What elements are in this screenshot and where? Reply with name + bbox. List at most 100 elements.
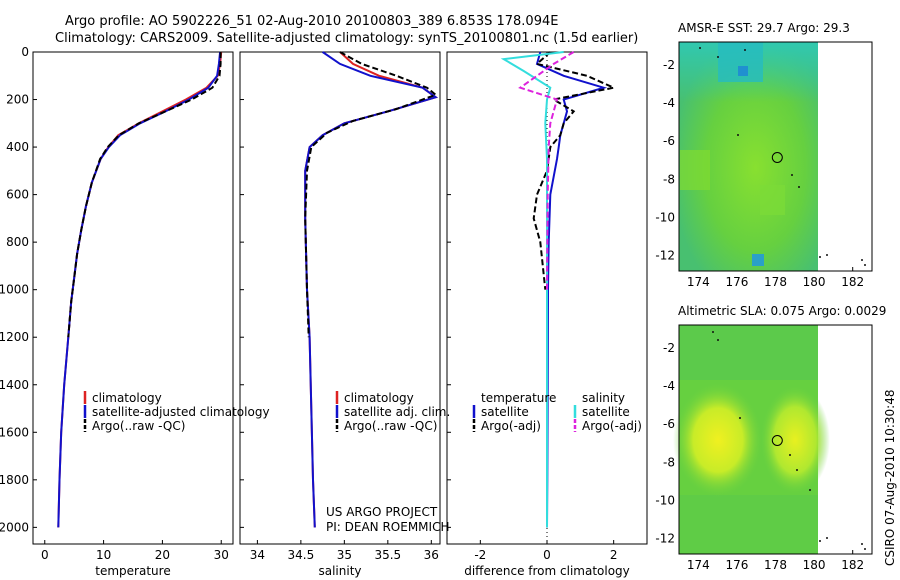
coast-dot <box>699 47 701 49</box>
sst-map <box>678 41 873 272</box>
altimetric-sla-map-ytick-label: -4 <box>663 379 675 393</box>
altimetric-sla-map-ytick-label: -8 <box>663 455 675 469</box>
altimetric-sla-map-ytick-label: -12 <box>655 532 675 546</box>
coast-dot <box>717 339 719 341</box>
sla-low-band <box>679 325 818 380</box>
coast-dot <box>798 186 800 188</box>
altimetric-sla-map-ytick-label: -2 <box>663 341 675 355</box>
figure-title-line1: Argo profile: AO 5902226_51 02-Aug-2010 … <box>65 14 558 29</box>
salinity-profile-xtick-label: 36 <box>424 548 439 562</box>
sst-cold-pixel <box>738 66 748 76</box>
salinity-profile-xtick-label: 35 <box>337 548 352 562</box>
temperature-profile-ytick-label: 1600 <box>0 425 29 439</box>
temperature-profile-xlabel: temperature <box>95 564 170 578</box>
altimetric-sla-map-xtick-label: 182 <box>841 558 864 572</box>
legend-label-diff-sal-satellite: satellite <box>582 405 630 419</box>
legend-label-diff-temp-satellite: satellite <box>481 405 529 419</box>
coast-dot <box>864 264 866 266</box>
sst-map-title: AMSR-E SST: 29.7 Argo: 29.3 <box>678 21 850 35</box>
altimetric-sla-map-ytick-label: -6 <box>663 417 675 431</box>
sst-warm-patch-east <box>760 185 785 215</box>
sla-argo-marker <box>771 435 783 446</box>
temperature-profile-ytick-label: 1400 <box>0 378 29 392</box>
salinity-legend: climatology satellite adj. clim. Argo(..… <box>335 391 450 433</box>
legend-label-sal-argo: Argo(..raw -QC) <box>344 419 437 433</box>
sst-map-frame <box>678 41 873 272</box>
amsr-e-sst-map-ytick-label: -12 <box>655 249 675 263</box>
sst-argo-marker <box>771 152 783 163</box>
temperature-legend: climatology satellite-adjusted climatolo… <box>83 391 270 433</box>
coast-dot <box>819 256 821 258</box>
altimetric-sla-map-xtick-label: 178 <box>764 558 787 572</box>
salinity-profile-xtick-label: 34.5 <box>288 548 315 562</box>
temperature-profile-xtick-label: 30 <box>214 548 229 562</box>
coast-dot <box>739 417 741 419</box>
temperature-profile-ytick-label: 200 <box>6 93 29 107</box>
sla-map-frame <box>678 324 873 555</box>
difference-profile-xlabel: difference from climatology <box>464 564 630 578</box>
amsr-e-sst-map-ytick-label: -8 <box>663 172 675 186</box>
temperature-profile-ytick-label: 1800 <box>0 473 29 487</box>
amsr-e-sst-map-xtick-label: 182 <box>841 275 864 289</box>
amsr-e-sst-map-ytick-label: -6 <box>663 134 675 148</box>
temperature-profile-xtick-label: 20 <box>155 548 170 562</box>
difference-profile-series-salinity-argo-adj- <box>518 51 575 290</box>
project-pi: PI: DEAN ROEMMICH <box>326 520 449 534</box>
sst-coastline-dots <box>699 47 866 266</box>
altimetric-sla-map-xtick-label: 174 <box>687 558 710 572</box>
legend-label-diff-temp-argo: Argo(-adj) <box>481 419 541 433</box>
amsr-e-sst-map-ytick-label: -10 <box>655 211 675 225</box>
coast-dot <box>737 134 739 136</box>
difference-profile-series-temperature-argo-adj- <box>532 51 617 290</box>
coast-dot <box>861 259 863 261</box>
amsr-e-sst-map-xtick-label: 180 <box>803 275 826 289</box>
sla-map <box>673 324 873 555</box>
sst-warm-patch <box>680 150 710 190</box>
coast-dot <box>712 331 714 333</box>
coast-dot <box>789 454 791 456</box>
sla-map-title: Altimetric SLA: 0.075 Argo: 0.0029 <box>678 304 886 318</box>
coast-dot <box>744 49 746 51</box>
difference-profile-xtick-label: 0 <box>543 548 551 562</box>
coast-dot <box>717 56 719 58</box>
amsr-e-sst-map-ytick-label: -2 <box>663 58 675 72</box>
temperature-profile-ytick-label: 1200 <box>0 330 29 344</box>
temperature-profile-xtick-label: 0 <box>41 548 49 562</box>
legend-label-satellite: satellite-adjusted climatology <box>92 405 270 419</box>
project-name: US ARGO PROJECT <box>326 505 438 519</box>
salinity-axes <box>239 51 441 545</box>
profile-plots: 0 10 20 30temperature0200400600800100012001… <box>0 45 864 578</box>
figure-title-line2: Climatology: CARS2009. Satellite-adjuste… <box>55 31 638 46</box>
salinity-profile-xlabel: salinity <box>318 564 361 578</box>
temperature-profile-ytick-label: 600 <box>6 188 29 202</box>
coast-dot <box>861 543 863 545</box>
sla-high-west <box>673 382 763 498</box>
difference-profile-xtick-label: 2 <box>610 548 618 562</box>
difference-profile-xtick-label: -2 <box>474 548 486 562</box>
amsr-e-sst-map-xtick-label: 174 <box>687 275 710 289</box>
sla-coastline-dots <box>712 331 866 550</box>
altimetric-sla-map-xtick-label: 180 <box>803 558 826 572</box>
legend-label-climatology: climatology <box>92 391 162 405</box>
legend-label-sal-climatology: climatology <box>344 391 414 405</box>
temperature-profile-ytick-label: 2000 <box>0 520 29 534</box>
difference-profile-series-salinity-satellite <box>500 51 564 528</box>
temperature-axes <box>32 51 234 545</box>
temperature-profile-series-argo-raw-qc- <box>67 52 222 338</box>
temperature-profile-ytick-label: 400 <box>6 140 29 154</box>
coast-dot <box>809 489 811 491</box>
amsr-e-sst-map-xtick-label: 178 <box>764 275 787 289</box>
coast-dot <box>826 537 828 539</box>
sst-cold-pixel-south <box>752 254 764 266</box>
salinity-profile-series-satellite-adj-clim- <box>304 51 438 528</box>
amsr-e-sst-map-xtick-label: 176 <box>725 275 748 289</box>
coast-dot <box>826 254 828 256</box>
coast-dot <box>819 540 821 542</box>
legend-label-argo: Argo(..raw -QC) <box>92 419 185 433</box>
amsr-e-sst-map-ytick-label: -4 <box>663 96 675 110</box>
salinity-profile-xtick-label: 34 <box>250 548 265 562</box>
legend-label-sal-satellite: satellite adj. clim. <box>344 405 450 419</box>
coast-dot <box>796 469 798 471</box>
coast-dot <box>791 174 793 176</box>
